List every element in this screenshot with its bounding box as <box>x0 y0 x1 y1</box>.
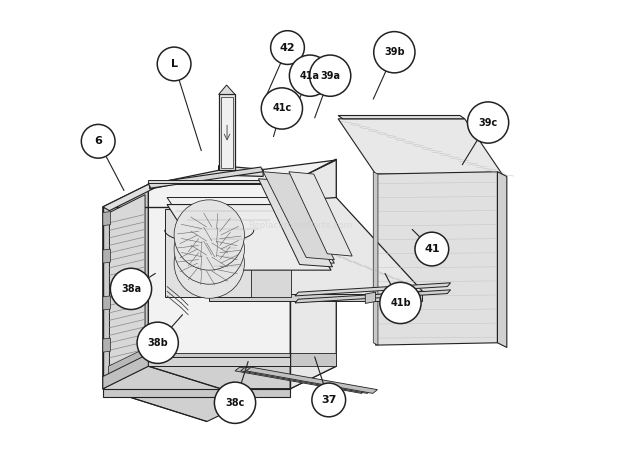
Polygon shape <box>108 348 145 376</box>
Text: 37: 37 <box>321 395 337 405</box>
Polygon shape <box>338 119 502 174</box>
Polygon shape <box>103 184 148 389</box>
Circle shape <box>415 232 449 266</box>
Polygon shape <box>103 366 336 389</box>
Polygon shape <box>148 180 290 183</box>
Circle shape <box>380 282 421 323</box>
Polygon shape <box>246 367 378 393</box>
Polygon shape <box>110 195 145 380</box>
Circle shape <box>312 383 345 417</box>
Polygon shape <box>373 172 378 345</box>
Polygon shape <box>289 172 352 256</box>
Polygon shape <box>148 167 263 188</box>
Polygon shape <box>148 159 336 184</box>
Polygon shape <box>103 249 110 263</box>
Polygon shape <box>252 216 291 297</box>
Polygon shape <box>295 290 451 303</box>
Text: ReplacementParts.com: ReplacementParts.com <box>249 221 353 230</box>
Polygon shape <box>103 296 110 310</box>
Text: L: L <box>170 59 177 69</box>
Circle shape <box>374 31 415 73</box>
Circle shape <box>110 268 152 310</box>
Polygon shape <box>103 338 110 352</box>
Circle shape <box>174 200 244 270</box>
Polygon shape <box>148 357 290 366</box>
Text: 38c: 38c <box>225 398 245 408</box>
Polygon shape <box>167 204 331 270</box>
Text: 42: 42 <box>280 43 295 53</box>
Polygon shape <box>290 160 336 389</box>
Polygon shape <box>295 283 451 296</box>
Text: 41: 41 <box>424 244 440 254</box>
Polygon shape <box>241 367 372 393</box>
Circle shape <box>157 47 191 81</box>
Polygon shape <box>221 97 232 168</box>
Polygon shape <box>103 366 254 422</box>
Text: 38b: 38b <box>148 338 168 348</box>
Circle shape <box>137 322 179 363</box>
Text: 41c: 41c <box>272 103 291 113</box>
Circle shape <box>467 102 508 143</box>
Text: 39a: 39a <box>320 70 340 81</box>
Polygon shape <box>165 209 254 297</box>
Polygon shape <box>103 212 110 226</box>
Text: 38a: 38a <box>121 284 141 294</box>
Circle shape <box>81 125 115 158</box>
Polygon shape <box>338 116 464 119</box>
Polygon shape <box>235 367 366 393</box>
Polygon shape <box>103 389 290 397</box>
Polygon shape <box>167 197 334 263</box>
Circle shape <box>290 55 330 96</box>
Circle shape <box>261 88 303 129</box>
Polygon shape <box>209 294 422 301</box>
Text: 6: 6 <box>94 136 102 146</box>
Text: 41b: 41b <box>390 298 411 308</box>
Circle shape <box>271 31 304 64</box>
Circle shape <box>174 228 244 298</box>
Text: 39c: 39c <box>479 118 498 127</box>
Polygon shape <box>376 172 497 345</box>
Polygon shape <box>219 85 235 94</box>
Polygon shape <box>148 353 336 366</box>
Polygon shape <box>259 179 332 267</box>
Circle shape <box>174 214 244 284</box>
Polygon shape <box>209 197 422 301</box>
Polygon shape <box>365 292 376 304</box>
Polygon shape <box>263 172 334 260</box>
Polygon shape <box>103 354 148 389</box>
Polygon shape <box>148 160 336 377</box>
Polygon shape <box>150 165 263 189</box>
Circle shape <box>309 55 351 96</box>
Circle shape <box>215 382 255 423</box>
Polygon shape <box>219 94 235 170</box>
Polygon shape <box>497 172 507 347</box>
Text: 39b: 39b <box>384 47 405 57</box>
Text: 41a: 41a <box>300 70 320 81</box>
Polygon shape <box>103 184 154 211</box>
